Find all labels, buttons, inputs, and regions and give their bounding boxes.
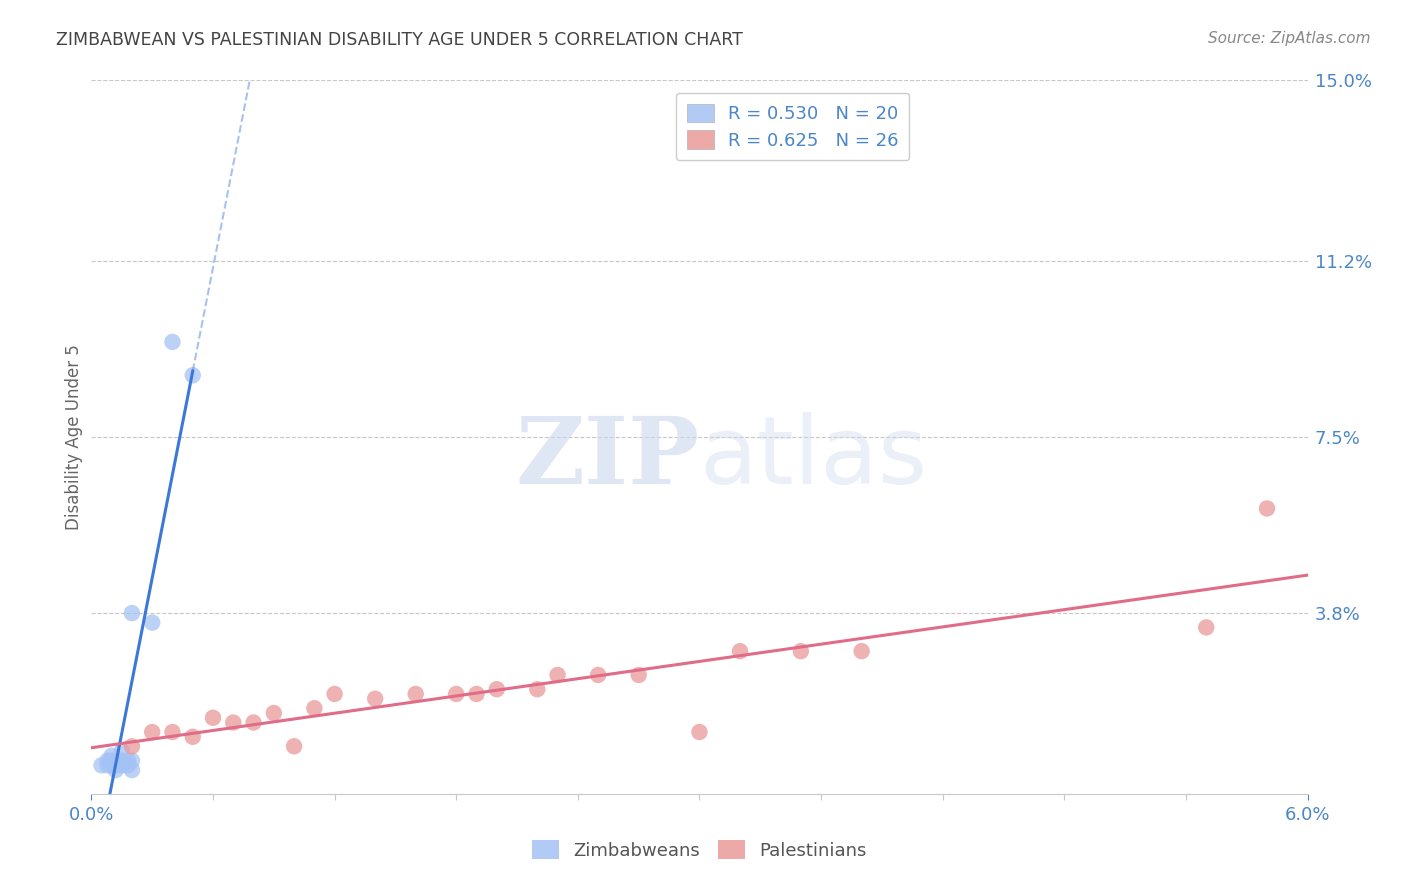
Y-axis label: Disability Age Under 5: Disability Age Under 5: [65, 344, 83, 530]
Point: [304, 701, 326, 715]
Point: [121, 739, 143, 754]
Point: [100, 748, 122, 763]
Point: [117, 754, 139, 768]
Text: Source: ZipAtlas.com: Source: ZipAtlas.com: [1208, 31, 1371, 46]
Point: [627, 668, 650, 682]
Point: [141, 725, 163, 739]
Point: [263, 706, 285, 720]
Point: [586, 668, 609, 682]
Point: [405, 687, 427, 701]
Point: [851, 644, 873, 658]
Point: [162, 725, 184, 739]
Point: [100, 754, 122, 768]
Point: [1195, 620, 1218, 634]
Text: ZIMBABWEAN VS PALESTINIAN DISABILITY AGE UNDER 5 CORRELATION CHART: ZIMBABWEAN VS PALESTINIAN DISABILITY AGE…: [56, 31, 744, 49]
Text: ZIP: ZIP: [515, 414, 699, 503]
Point: [728, 644, 751, 658]
Text: atlas: atlas: [699, 412, 928, 505]
Point: [547, 668, 569, 682]
Point: [111, 744, 134, 758]
Point: [283, 739, 305, 754]
Point: [181, 730, 204, 744]
Point: [162, 334, 184, 349]
Point: [104, 763, 127, 777]
Point: [526, 682, 548, 697]
Point: [688, 725, 710, 739]
Point: [121, 754, 143, 768]
Point: [100, 758, 122, 772]
Legend: Zimbabweans, Palestinians: Zimbabweans, Palestinians: [524, 833, 875, 867]
Point: [121, 763, 143, 777]
Point: [97, 758, 120, 772]
Point: [465, 687, 488, 701]
Point: [181, 368, 204, 383]
Point: [364, 691, 387, 706]
Point: [1256, 501, 1278, 516]
Point: [111, 758, 134, 772]
Point: [97, 754, 120, 768]
Point: [202, 711, 225, 725]
Point: [141, 615, 163, 630]
Point: [222, 715, 245, 730]
Point: [444, 687, 467, 701]
Point: [90, 758, 112, 772]
Point: [242, 715, 264, 730]
Point: [121, 606, 143, 620]
Point: [111, 754, 134, 768]
Point: [790, 644, 813, 658]
Point: [485, 682, 508, 697]
Point: [323, 687, 346, 701]
Point: [107, 754, 129, 768]
Point: [117, 758, 139, 772]
Point: [104, 758, 127, 772]
